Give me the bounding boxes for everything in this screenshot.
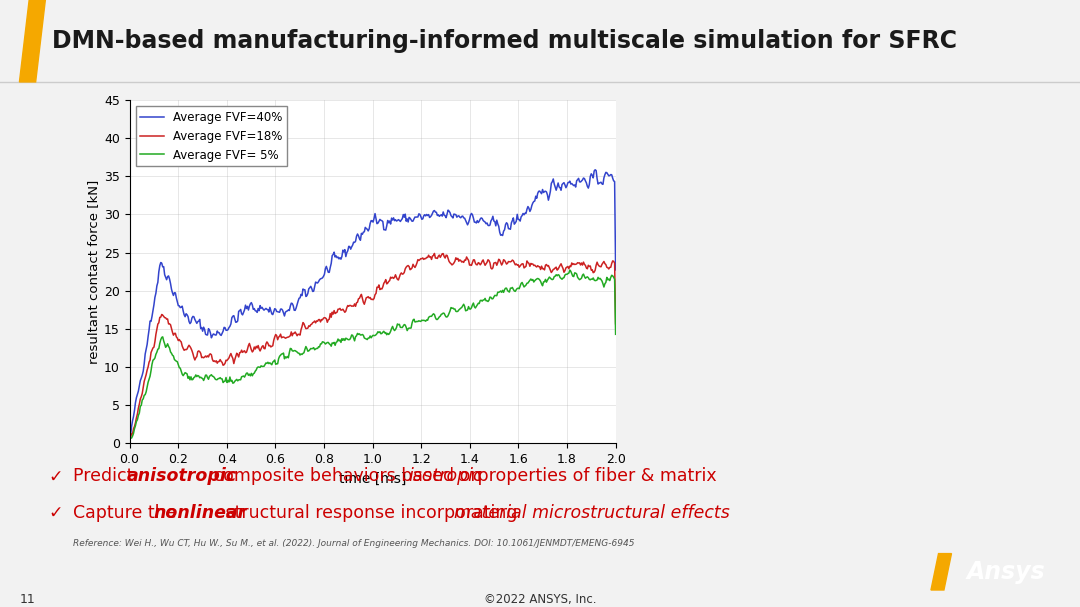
Legend: Average FVF=40%, Average FVF=18%, Average FVF= 5%: Average FVF=40%, Average FVF=18%, Averag… (135, 106, 287, 166)
Average FVF= 5% (413, 317, 426, 324)
Average FVF=40% (598, 171, 611, 178)
Text: properties of fiber & matrix: properties of fiber & matrix (472, 467, 716, 486)
Text: 11: 11 (19, 593, 36, 606)
Text: ✓: ✓ (49, 504, 63, 522)
Line: Average FVF= 5%: Average FVF= 5% (130, 270, 616, 439)
Average FVF=18% (523, 260, 536, 267)
Average FVF=18% (609, 320, 622, 327)
Average FVF=40% (589, 166, 602, 174)
Text: ©2022 ANSYS, Inc.: ©2022 ANSYS, Inc. (484, 593, 596, 606)
Text: material microstructural effects: material microstructural effects (455, 504, 730, 522)
Y-axis label: resultant contact force [kN]: resultant contact force [kN] (86, 180, 99, 364)
Average FVF=40% (356, 228, 369, 236)
Average FVF=18% (413, 257, 426, 264)
Average FVF=18% (428, 250, 441, 257)
Text: Capture the: Capture the (73, 504, 183, 522)
Text: Ansys: Ansys (967, 560, 1045, 584)
Average FVF=40% (522, 203, 535, 210)
Average FVF=18% (354, 293, 367, 300)
Average FVF=18% (386, 274, 399, 281)
Average FVF=18% (598, 260, 611, 267)
Average FVF=40% (123, 436, 136, 444)
Average FVF= 5% (598, 280, 611, 287)
Average FVF=40% (413, 210, 426, 217)
Line: Average FVF=40%: Average FVF=40% (130, 170, 616, 440)
Average FVF=18% (123, 434, 136, 441)
Text: Predict: Predict (73, 467, 139, 486)
Text: ✓: ✓ (49, 467, 63, 486)
X-axis label: time [ms]: time [ms] (339, 472, 406, 486)
Average FVF=40% (354, 237, 367, 244)
Text: DMN-based manufacturing-informed multiscale simulation for SFRC: DMN-based manufacturing-informed multisc… (52, 29, 957, 53)
Text: isotropic: isotropic (408, 467, 483, 486)
Text: composite behaviors based on: composite behaviors based on (207, 467, 487, 486)
Text: structural response incorporating: structural response incorporating (220, 504, 523, 522)
Average FVF= 5% (564, 266, 577, 274)
Average FVF= 5% (609, 331, 622, 338)
Average FVF= 5% (386, 323, 399, 330)
Line: Average FVF=18%: Average FVF=18% (130, 254, 616, 438)
Text: Reference: Wei H., Wu CT, Hu W., Su M., et al. (2022). Journal of Engineering Me: Reference: Wei H., Wu CT, Hu W., Su M., … (73, 539, 635, 548)
Text: nonlinear: nonlinear (153, 504, 247, 522)
Average FVF= 5% (354, 331, 367, 339)
Average FVF=40% (386, 216, 399, 223)
Text: anisotropic: anisotropic (127, 467, 238, 486)
Average FVF= 5% (522, 279, 535, 287)
Average FVF= 5% (356, 331, 369, 339)
Average FVF=18% (356, 299, 369, 306)
Average FVF= 5% (123, 436, 136, 443)
Average FVF=40% (609, 266, 622, 274)
